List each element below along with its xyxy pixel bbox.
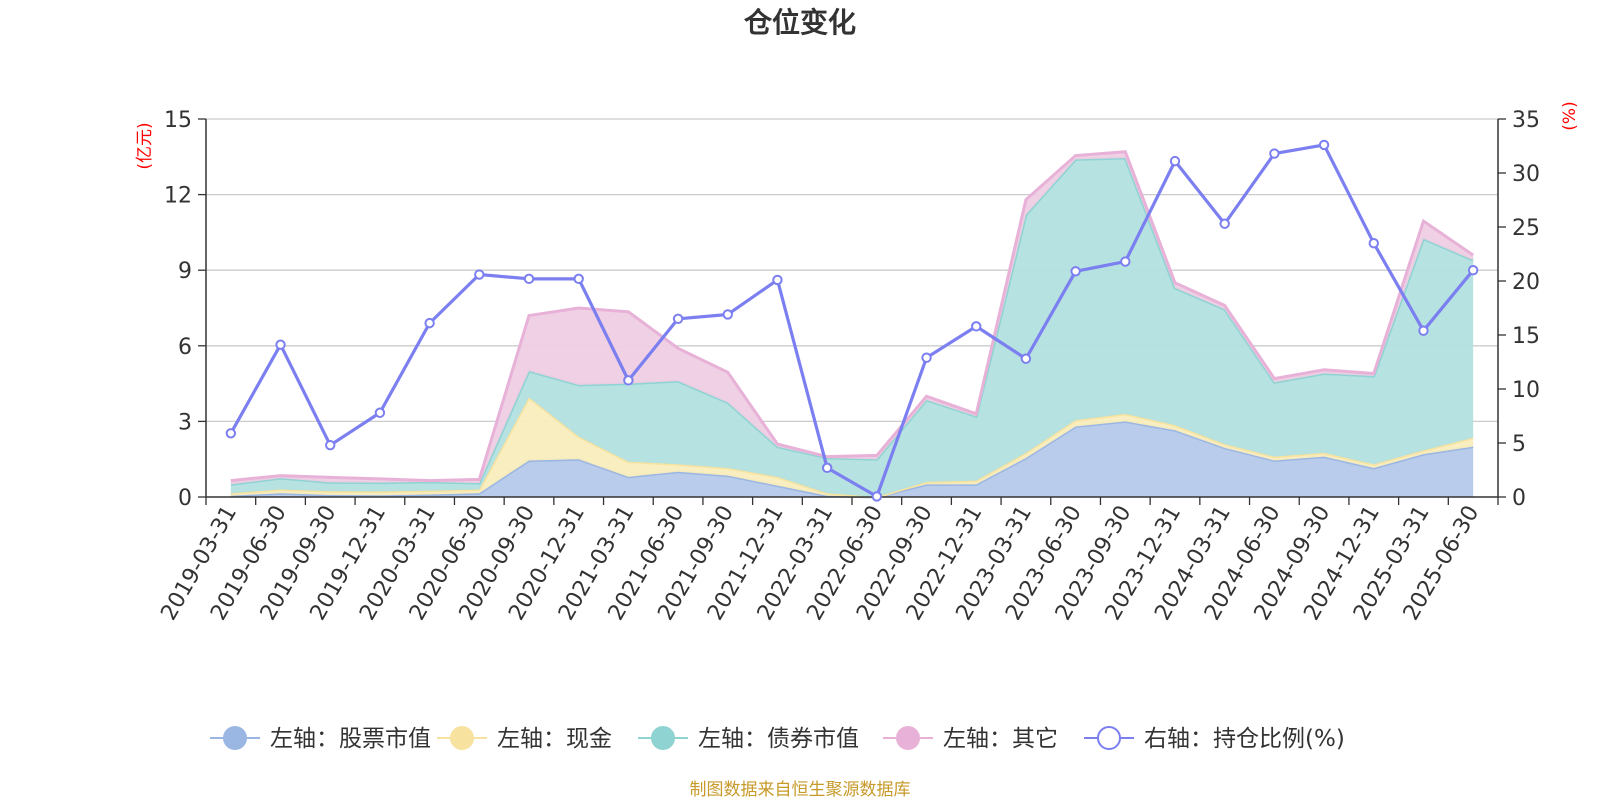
- ratio-point: [1269, 148, 1280, 159]
- legend: 左轴：股票市值 左轴：现金 左轴：债券市值 左轴：其它 右轴：持仓比例(%): [210, 726, 1345, 752]
- ratio-point: [225, 428, 237, 439]
- ratio-point: [1120, 256, 1131, 267]
- left-tick-label: 12: [164, 184, 192, 209]
- ratio-point: [971, 321, 982, 332]
- ratio-line-path: [229, 143, 1475, 499]
- ratio-point: [275, 339, 286, 350]
- legend-marker-icon: [1097, 726, 1121, 750]
- ratio-point: [722, 309, 733, 320]
- ratio-point: [672, 313, 684, 324]
- axes: 03691215051015202530352019-03-312019-06-…: [156, 108, 1540, 625]
- right-tick-label: 15: [1512, 324, 1540, 349]
- chart-title: 仓位变化: [744, 6, 856, 39]
- legend-label: 右轴：持仓比例(%): [1144, 726, 1345, 752]
- legend-marker-icon: [450, 726, 474, 750]
- ratio-point: [1020, 353, 1032, 364]
- right-tick-label: 20: [1512, 270, 1540, 295]
- right-tick-label: 25: [1512, 216, 1540, 241]
- legend-label: 左轴：股票市值: [270, 726, 431, 752]
- right-tick-label: 10: [1512, 378, 1540, 403]
- ratio-point: [1467, 265, 1479, 276]
- ratio-point: [573, 273, 584, 285]
- right-tick-label: 5: [1512, 432, 1526, 457]
- legend-marker-icon: [223, 726, 247, 750]
- legend-item-4: 左轴：其它: [883, 726, 1058, 752]
- ratio-point: [921, 352, 932, 363]
- legend-item-5: 右轴：持仓比例(%): [1084, 726, 1345, 752]
- source-note: 制图数据来自恒生聚源数据库: [690, 780, 911, 800]
- left-tick-label: 0: [178, 486, 192, 511]
- ratio-point: [523, 273, 535, 285]
- left-axis-unit: (亿元): [135, 122, 155, 169]
- ratio-point: [623, 375, 634, 386]
- legend-marker-icon: [651, 726, 675, 750]
- ratio-point: [474, 269, 485, 280]
- ratio-point: [1070, 266, 1081, 277]
- ratio-point: [1219, 218, 1230, 229]
- ratio-point: [374, 407, 386, 418]
- legend-label: 左轴：现金: [497, 726, 612, 752]
- ratio-point: [871, 491, 883, 502]
- left-tick-label: 9: [178, 259, 192, 284]
- ratio-point: [1418, 325, 1429, 336]
- left-tick-label: 15: [164, 108, 192, 133]
- right-axis-unit: (%): [1560, 101, 1580, 130]
- area-series-1: [230, 421, 1474, 497]
- legend-item-3: 左轴：债券市值: [638, 726, 859, 752]
- area-series-4-edge: [230, 150, 1474, 483]
- left-tick-label: 6: [178, 335, 192, 360]
- left-tick-label: 3: [178, 410, 192, 435]
- ratio-point: [1318, 139, 1330, 151]
- legend-item-2: 左轴：现金: [437, 726, 612, 752]
- right-tick-label: 35: [1512, 108, 1540, 133]
- ratio-point: [1368, 238, 1379, 249]
- position-ratio-line: [225, 139, 1479, 502]
- right-tick-label: 30: [1512, 162, 1540, 187]
- ratio-point: [1169, 155, 1181, 167]
- ratio-point: [821, 462, 833, 474]
- legend-item-1: 左轴：股票市值: [210, 726, 431, 752]
- legend-label: 左轴：其它: [943, 726, 1058, 752]
- right-tick-label: 0: [1512, 486, 1526, 511]
- ratio-point: [325, 439, 336, 451]
- legend-label: 左轴：债券市值: [698, 726, 859, 752]
- ratio-point: [772, 274, 783, 286]
- legend-marker-icon: [896, 726, 920, 750]
- ratio-point: [424, 317, 435, 329]
- area-series-3: [230, 158, 1474, 497]
- stacked-areas: [230, 150, 1474, 499]
